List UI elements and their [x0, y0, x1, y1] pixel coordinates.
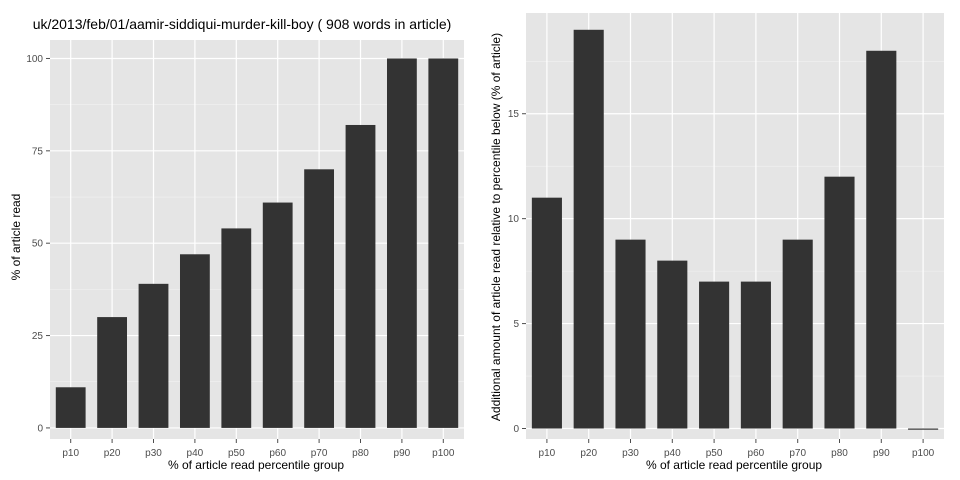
left-chart-ylabel: % of article read	[9, 194, 23, 281]
bar-p80	[824, 176, 855, 429]
bar-p30	[615, 239, 646, 429]
left-chart-title: uk/2013/feb/01/aamir-siddiqui-murder-kil…	[33, 16, 452, 32]
bar-p30	[138, 283, 169, 428]
bar-p50	[699, 281, 730, 429]
x-tick-label: p90	[873, 448, 890, 459]
x-tick-label: p50	[706, 448, 723, 459]
bar-p90	[866, 50, 897, 429]
x-tick-label: p20	[104, 448, 121, 459]
x-tick-label: p90	[394, 448, 411, 459]
bar-p60	[740, 281, 771, 429]
bar-p90	[386, 58, 417, 428]
bar-p70	[782, 239, 813, 429]
x-tick-label: p30	[622, 448, 639, 459]
bar-p40	[179, 254, 210, 428]
bar-p100	[428, 58, 459, 428]
x-tick-label: p70	[311, 448, 328, 459]
x-tick-label: p60	[269, 448, 286, 459]
y-tick-label: 5	[513, 319, 519, 330]
x-tick-label: p10	[539, 448, 556, 459]
bar-p10	[531, 197, 562, 429]
x-tick-label: p20	[580, 448, 597, 459]
y-tick-label: 25	[32, 331, 44, 342]
x-tick-label: p60	[748, 448, 765, 459]
y-tick-label: 0	[37, 423, 43, 434]
bar-p60	[262, 202, 293, 428]
y-tick-label: 0	[513, 424, 519, 435]
bar-p80	[345, 124, 376, 428]
y-tick-label: 10	[508, 214, 520, 225]
bar-p20	[97, 317, 128, 428]
left-chart: uk/2013/feb/01/aamir-siddiqui-murder-kil…	[9, 16, 464, 472]
bar-p100	[908, 428, 939, 430]
bar-p10	[55, 387, 86, 428]
right-chart: % of article read percentile group Addit…	[489, 13, 944, 472]
bar-p70	[304, 169, 335, 428]
right-chart-ylabel: Additional amount of article read relati…	[489, 33, 503, 421]
x-tick-label: p40	[664, 448, 681, 459]
x-tick-label: p10	[62, 448, 79, 459]
y-tick-label: 15	[508, 109, 520, 120]
y-tick-label: 50	[32, 239, 44, 250]
x-tick-label: p80	[831, 448, 848, 459]
x-tick-label: p100	[432, 448, 455, 459]
bar-p20	[573, 29, 604, 429]
bar-p40	[657, 260, 688, 429]
x-tick-label: p80	[352, 448, 369, 459]
x-tick-label: p70	[789, 448, 806, 459]
x-tick-label: p100	[912, 448, 935, 459]
x-tick-label: p40	[187, 448, 204, 459]
bar-p50	[221, 228, 252, 428]
y-tick-label: 75	[32, 146, 44, 157]
y-tick-label: 100	[26, 54, 43, 65]
x-tick-label: p30	[145, 448, 162, 459]
left-chart-xlabel: % of article read percentile group	[168, 458, 344, 472]
right-chart-xlabel: % of article read percentile group	[646, 458, 822, 472]
x-tick-label: p50	[228, 448, 245, 459]
